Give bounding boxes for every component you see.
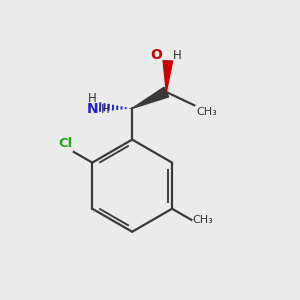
Text: H: H [101,103,110,116]
Text: H: H [88,92,97,105]
Text: O: O [151,49,163,62]
Text: CH₃: CH₃ [193,215,214,225]
Text: H: H [173,49,182,62]
Polygon shape [132,87,169,108]
Polygon shape [163,61,172,92]
Text: N: N [87,102,98,116]
Text: CH₃: CH₃ [196,107,217,117]
Text: Cl: Cl [58,137,72,150]
